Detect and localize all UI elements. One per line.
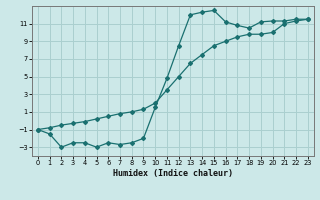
X-axis label: Humidex (Indice chaleur): Humidex (Indice chaleur) bbox=[113, 169, 233, 178]
